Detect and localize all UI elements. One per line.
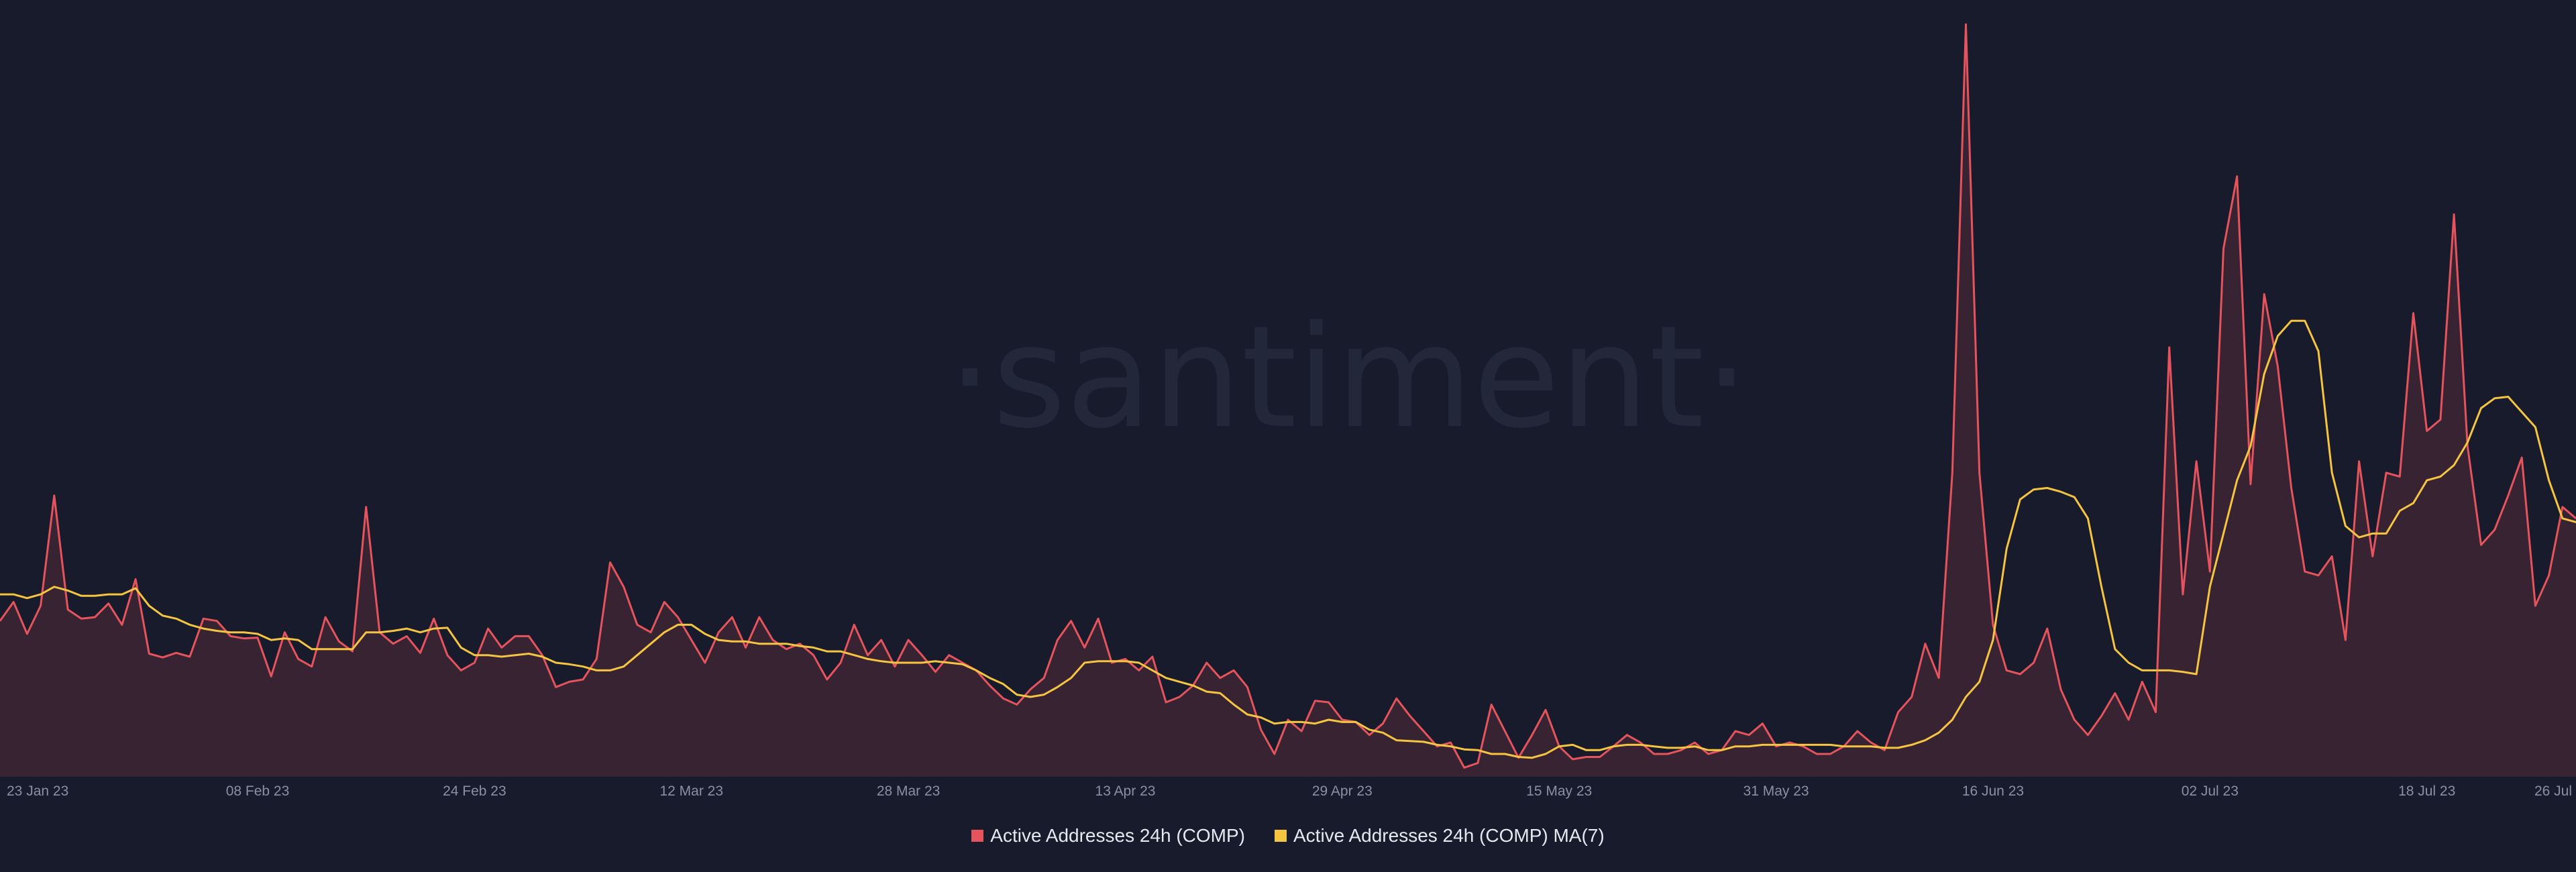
legend-label-raw: Active Addresses 24h (COMP) bbox=[990, 825, 1245, 846]
x-tick-label: 02 Jul 23 bbox=[2182, 783, 2239, 799]
legend-item-raw[interactable]: Active Addresses 24h (COMP) bbox=[971, 825, 1245, 847]
x-tick-label: 29 Apr 23 bbox=[1312, 783, 1373, 799]
legend-swatch-ma bbox=[1275, 830, 1287, 842]
x-axis: 23 Jan 23 08 Feb 23 24 Feb 23 12 Mar 23 28 M… bbox=[7, 783, 2572, 799]
series-layer bbox=[0, 23, 2576, 777]
x-tick-label: 12 Mar 23 bbox=[659, 783, 723, 799]
legend-item-ma[interactable]: Active Addresses 24h (COMP) MA(7) bbox=[1275, 825, 1605, 847]
legend-swatch-raw bbox=[971, 830, 984, 842]
x-tick-label: 16 Jun 23 bbox=[1962, 783, 2024, 799]
x-tick-label: 28 Mar 23 bbox=[877, 783, 941, 799]
x-tick-label: 18 Jul 23 bbox=[2398, 783, 2455, 799]
series-raw-area bbox=[0, 24, 2576, 777]
x-tick-label: 26 Jul bbox=[2534, 783, 2572, 799]
series-line-ma7[interactable] bbox=[0, 319, 2576, 759]
x-tick-label: 13 Apr 23 bbox=[1095, 783, 1156, 799]
x-tick-label: 31 May 23 bbox=[1743, 783, 1809, 799]
legend: Active Addresses 24h (COMP) Active Addre… bbox=[0, 825, 2576, 847]
x-tick-label: 08 Feb 23 bbox=[226, 783, 290, 799]
legend-label-ma: Active Addresses 24h (COMP) MA(7) bbox=[1293, 825, 1605, 846]
x-tick-label: 15 May 23 bbox=[1526, 783, 1592, 799]
x-tick-label: 23 Jan 23 bbox=[7, 783, 68, 799]
x-tick-label: 24 Feb 23 bbox=[443, 783, 506, 799]
watermark-text: ·santiment· bbox=[948, 295, 1750, 459]
